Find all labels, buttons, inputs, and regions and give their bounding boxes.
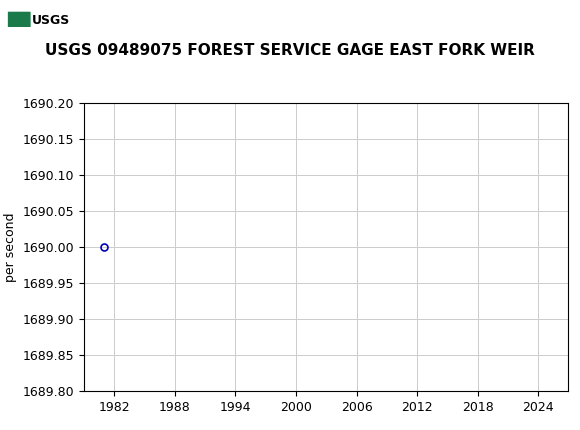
Text: ██: ██ xyxy=(8,12,31,27)
Text: USGS 09489075 FOREST SERVICE GAGE EAST FORK WEIR: USGS 09489075 FOREST SERVICE GAGE EAST F… xyxy=(45,43,535,58)
Text: USGS: USGS xyxy=(32,14,70,27)
Y-axis label: Annual Peak Streamflow, in cubic feet
per second: Annual Peak Streamflow, in cubic feet pe… xyxy=(0,128,17,366)
FancyBboxPatch shape xyxy=(5,3,57,37)
